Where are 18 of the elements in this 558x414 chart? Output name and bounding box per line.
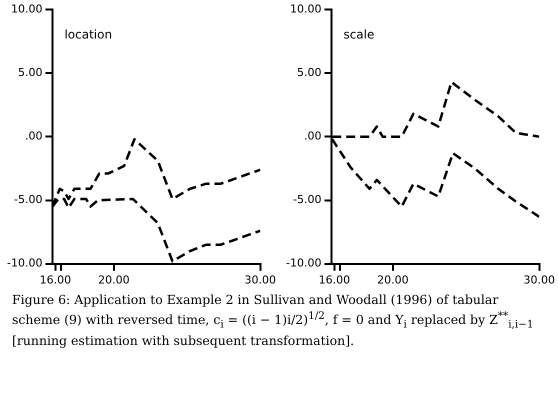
y-tick-label: 5.00 <box>18 66 42 80</box>
y-tick-label: 10.00 <box>290 2 322 16</box>
x-tick-label: 30.00 <box>524 273 556 286</box>
y-tick-label: 5.00 <box>296 66 322 80</box>
text: location <box>64 28 112 42</box>
y-tick-label: -10.00 <box>286 256 322 270</box>
y-tick-label: -5.00 <box>14 193 42 206</box>
x-tick-label: 20.00 <box>98 273 130 286</box>
text: scale <box>343 28 374 42</box>
x-tick-label: 16.00 <box>40 273 72 286</box>
y-tick-label: -10.00 <box>6 256 42 270</box>
y-tick-label: .00 <box>304 130 322 143</box>
y-tick-label: 10.00 <box>10 2 42 16</box>
x-tick-label: 16.00 <box>318 273 350 286</box>
y-tick-label: -5.00 <box>292 193 322 206</box>
x-tick-label: 30.00 <box>244 273 276 286</box>
x-tick-label: 20.00 <box>377 273 409 286</box>
y-tick-label: .00 <box>24 130 42 143</box>
